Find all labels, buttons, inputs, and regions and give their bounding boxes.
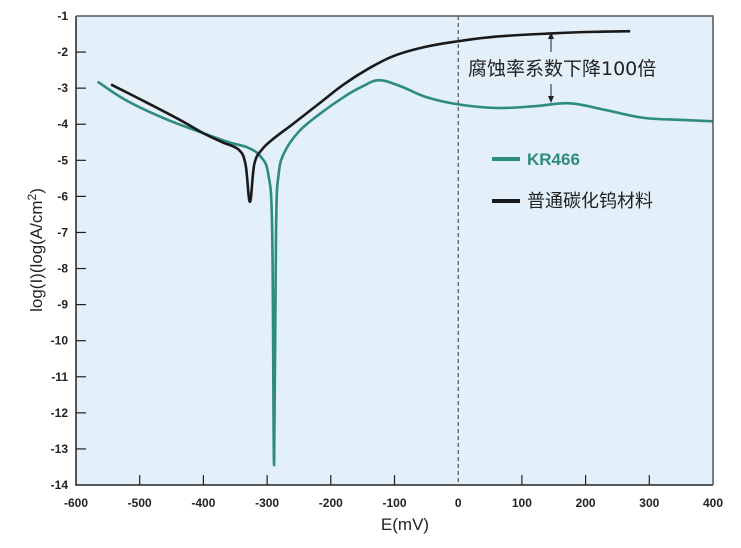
legend-item-tungsten-carbide: 普通碳化钨材料	[492, 191, 653, 212]
y-tick-label: -10	[51, 334, 69, 348]
y-axis-ticks: -1 -2 -3 -4 -5 -6 -7 -8 -9 -10 -11 -12 -13 -14	[51, 9, 86, 492]
series-line-1	[110, 29, 631, 204]
x-tick-label: 200	[576, 496, 596, 510]
y-tick-label: -13	[51, 442, 69, 456]
x-axis-title: E(mV)	[381, 515, 429, 534]
y-tick-label: -14	[51, 478, 69, 492]
x-tick-label: 300	[639, 496, 659, 510]
annotation: 腐蚀率系数下降100倍	[468, 32, 656, 103]
x-tick-label: 0	[455, 496, 462, 510]
y-tick-label: -11	[51, 370, 68, 384]
y-tick-label: -12	[51, 406, 69, 420]
y-tick-label: -9	[57, 298, 68, 312]
y-tick-label: -3	[57, 81, 68, 95]
y-tick-label: -7	[57, 225, 68, 239]
x-tick-label: -100	[382, 496, 406, 510]
y-tick-label: -5	[57, 153, 68, 167]
axes	[75, 15, 714, 486]
legend-item-kr466: KR466	[492, 150, 580, 169]
x-tick-label: -500	[128, 496, 152, 510]
arrow-down-head-icon	[548, 96, 554, 103]
x-tick-label: -400	[191, 496, 215, 510]
y-tick-label: -2	[57, 45, 68, 59]
annotation-text: 腐蚀率系数下降100倍	[468, 58, 656, 80]
legend-label-kr466: KR466	[527, 150, 580, 169]
arrow-up-head-icon	[548, 32, 554, 39]
legend-label-tungsten-carbide: 普通碳化钨材料	[527, 191, 653, 212]
x-tick-label: -200	[319, 496, 343, 510]
legend: KR466 普通碳化钨材料	[492, 150, 653, 212]
plot-area	[76, 16, 713, 485]
x-tick-label: -600	[64, 496, 88, 510]
y-tick-label: -1	[57, 9, 68, 23]
x-tick-label: 100	[512, 496, 532, 510]
series-layer	[96, 29, 714, 467]
x-tick-label: 400	[703, 496, 723, 510]
y-tick-label: -4	[57, 117, 68, 131]
axis-lines	[75, 16, 713, 486]
x-axis-ticks: -600 -500 -400 -300 -200 -100 0 100 200 300 400	[64, 475, 723, 510]
y-tick-label: -6	[57, 189, 68, 203]
x-tick-label: -300	[255, 496, 279, 510]
plot-border	[76, 15, 714, 485]
series-line-0	[96, 78, 714, 467]
y-tick-label: -8	[57, 262, 68, 276]
y-axis-title: log(I)(log(A/cm2)	[25, 188, 46, 312]
